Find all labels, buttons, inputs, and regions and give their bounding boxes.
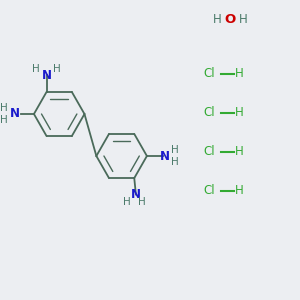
Text: H: H xyxy=(213,13,222,26)
Text: H: H xyxy=(171,157,179,167)
Text: H: H xyxy=(235,67,243,80)
Text: O: O xyxy=(224,13,236,26)
Text: H: H xyxy=(0,103,8,113)
Text: H: H xyxy=(0,115,8,125)
Text: H: H xyxy=(123,197,131,207)
Text: H: H xyxy=(53,64,61,74)
Text: H: H xyxy=(32,64,40,74)
Text: N: N xyxy=(160,149,170,163)
Text: Cl: Cl xyxy=(203,184,215,197)
Text: Cl: Cl xyxy=(203,67,215,80)
Text: H: H xyxy=(138,197,146,207)
Text: N: N xyxy=(131,188,141,201)
Text: H: H xyxy=(238,13,247,26)
Text: H: H xyxy=(235,145,243,158)
Text: N: N xyxy=(42,69,52,82)
Text: N: N xyxy=(10,107,20,121)
Text: H: H xyxy=(171,145,179,155)
Text: H: H xyxy=(235,184,243,197)
Text: H: H xyxy=(235,106,243,119)
Text: Cl: Cl xyxy=(203,106,215,119)
Text: Cl: Cl xyxy=(203,145,215,158)
